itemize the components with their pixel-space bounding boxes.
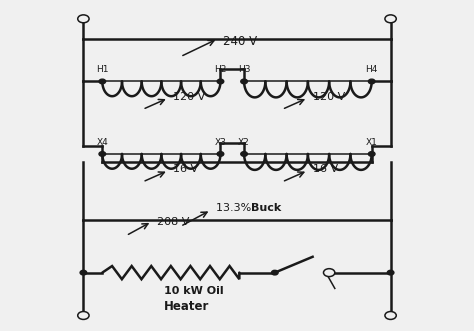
Text: 10 kW Oil: 10 kW Oil [164,286,223,296]
Text: Heater: Heater [164,300,209,313]
Text: H2: H2 [214,65,227,74]
Text: X2: X2 [238,138,250,147]
Text: 16 V: 16 V [313,165,338,174]
Circle shape [217,152,224,156]
Circle shape [368,152,375,156]
Circle shape [385,311,396,319]
Circle shape [323,269,335,277]
Text: 120 V: 120 V [313,92,345,102]
Circle shape [78,311,89,319]
Circle shape [80,270,87,275]
Text: H4: H4 [365,65,378,74]
Text: 16 V: 16 V [173,165,198,174]
Circle shape [241,152,247,156]
Circle shape [385,15,396,23]
Text: X4: X4 [96,138,108,147]
Circle shape [78,15,89,23]
Text: X1: X1 [366,138,378,147]
Circle shape [241,79,247,84]
Text: Buck: Buck [251,203,282,213]
Text: 208 V: 208 V [156,216,189,226]
Text: 240 V: 240 V [223,35,257,48]
Circle shape [99,79,106,84]
Circle shape [272,270,278,275]
Text: 120 V: 120 V [173,92,205,102]
Circle shape [368,79,375,84]
Text: H1: H1 [96,65,109,74]
Circle shape [387,270,394,275]
Text: X3: X3 [215,138,227,147]
Circle shape [99,152,106,156]
Text: 13.3%: 13.3% [216,203,255,213]
Text: H3: H3 [238,65,250,74]
Circle shape [217,79,224,84]
